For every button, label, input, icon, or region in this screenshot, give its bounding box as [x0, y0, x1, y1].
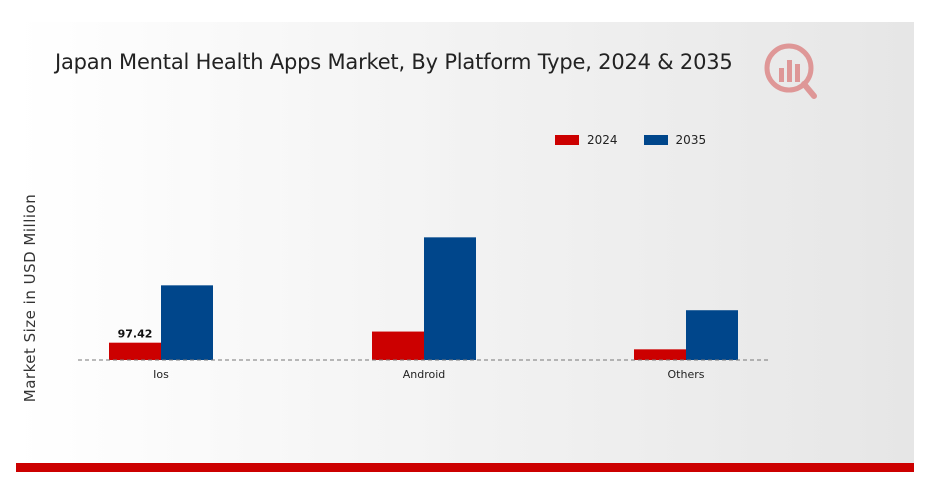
bar-2035-ios	[161, 285, 213, 360]
x-tick-label-ios: Ios	[153, 368, 169, 381]
bar-2035-android	[424, 237, 476, 360]
bar-2024-android	[372, 331, 424, 360]
bottom-accent-bar	[16, 463, 914, 472]
legend: 2024 2035	[555, 133, 732, 147]
bar-2024-others	[634, 349, 686, 360]
legend-swatch-2035	[643, 135, 668, 145]
data-label: 97.42	[118, 328, 153, 341]
legend-item-2024: 2024	[555, 133, 618, 147]
legend-item-2035: 2035	[643, 133, 707, 147]
x-tick-label-others: Others	[668, 368, 705, 381]
chart-title: Japan Mental Health Apps Market, By Plat…	[55, 50, 733, 74]
legend-swatch-2024	[555, 135, 579, 145]
x-tick-label-android: Android	[403, 368, 446, 381]
bar-2024-ios	[109, 342, 161, 360]
bar-2035-others	[686, 310, 738, 360]
legend-label-2024: 2024	[587, 133, 618, 147]
watermark-logo-icon	[760, 40, 818, 100]
legend-label-2035: 2035	[675, 133, 707, 147]
